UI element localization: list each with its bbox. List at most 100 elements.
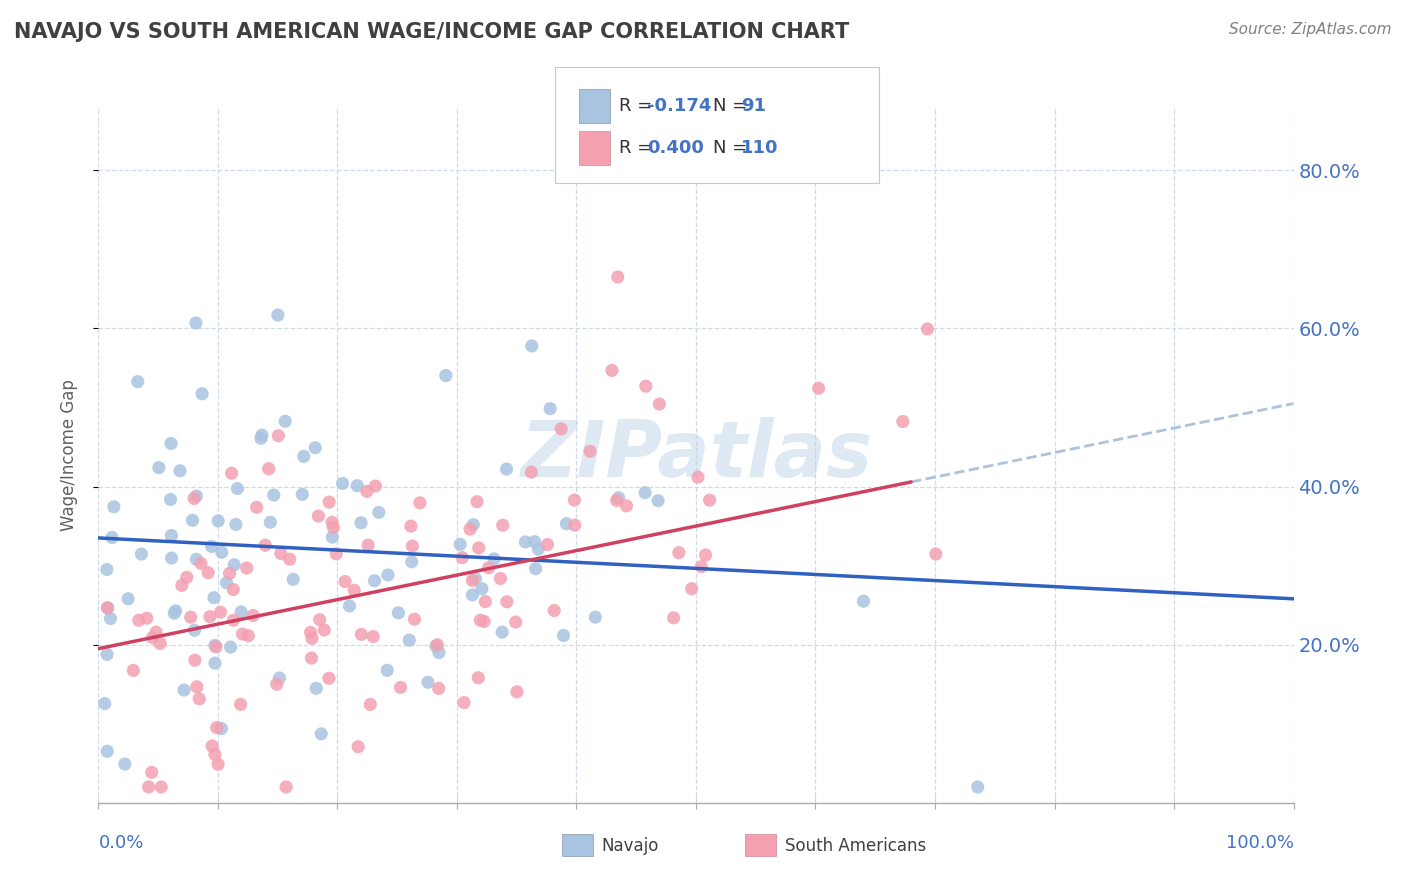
- Point: [523, 534, 546, 549]
- Point: [100, 611, 122, 625]
- Point: [308, 613, 330, 627]
- Point: [184, 653, 207, 667]
- Point: [181, 513, 204, 527]
- Point: [209, 605, 232, 619]
- Point: [668, 545, 690, 559]
- Point: [283, 572, 305, 586]
- Point: [449, 537, 471, 551]
- Point: [496, 595, 519, 609]
- Point: [150, 780, 173, 794]
- Point: [467, 671, 489, 685]
- Point: [186, 489, 208, 503]
- Point: [186, 552, 208, 566]
- Point: [191, 386, 214, 401]
- Point: [807, 381, 830, 395]
- Point: [357, 538, 380, 552]
- Point: [176, 570, 198, 584]
- Point: [648, 397, 671, 411]
- Point: [170, 578, 193, 592]
- Point: [122, 664, 145, 678]
- Point: [426, 638, 449, 652]
- Point: [305, 681, 328, 696]
- Point: [363, 574, 385, 588]
- Point: [96, 648, 118, 662]
- Point: [550, 422, 572, 436]
- Point: [375, 663, 398, 677]
- Point: [321, 530, 343, 544]
- Point: [292, 450, 315, 464]
- Text: 91: 91: [741, 96, 766, 114]
- Point: [527, 542, 550, 557]
- Point: [555, 516, 578, 531]
- Point: [94, 697, 117, 711]
- Point: [186, 680, 208, 694]
- Point: [489, 572, 512, 586]
- Point: [600, 363, 623, 377]
- Point: [681, 582, 703, 596]
- Point: [101, 531, 124, 545]
- Point: [470, 613, 492, 627]
- Point: [309, 727, 332, 741]
- Point: [520, 339, 543, 353]
- Point: [259, 515, 281, 529]
- Point: [543, 604, 565, 618]
- Text: N =: N =: [713, 96, 752, 114]
- Point: [250, 428, 273, 442]
- Point: [538, 401, 561, 416]
- Point: [211, 545, 233, 559]
- Point: [364, 479, 387, 493]
- Point: [278, 552, 301, 566]
- Point: [891, 415, 914, 429]
- Point: [695, 548, 717, 562]
- Point: [201, 540, 224, 554]
- Point: [465, 494, 488, 508]
- Point: [209, 722, 232, 736]
- Point: [238, 629, 260, 643]
- Point: [254, 538, 277, 552]
- Point: [198, 609, 221, 624]
- Point: [387, 606, 409, 620]
- Point: [169, 464, 191, 478]
- Point: [219, 640, 242, 654]
- Point: [350, 516, 373, 530]
- Point: [474, 594, 496, 608]
- Point: [269, 671, 291, 685]
- Point: [267, 308, 290, 322]
- Point: [318, 495, 340, 509]
- Point: [925, 547, 948, 561]
- Point: [291, 487, 314, 501]
- Point: [434, 368, 457, 383]
- Point: [145, 625, 167, 640]
- Point: [458, 522, 481, 536]
- Point: [205, 640, 228, 654]
- Point: [160, 528, 183, 542]
- Point: [229, 698, 252, 712]
- Point: [184, 316, 207, 330]
- Point: [520, 465, 543, 479]
- Point: [246, 500, 269, 515]
- Point: [401, 555, 423, 569]
- Point: [356, 484, 378, 499]
- Point: [197, 566, 219, 580]
- Point: [917, 322, 939, 336]
- Point: [103, 500, 125, 514]
- Text: 0.0%: 0.0%: [98, 834, 143, 852]
- Point: [367, 505, 389, 519]
- Point: [204, 656, 226, 670]
- Point: [188, 691, 211, 706]
- Point: [401, 539, 423, 553]
- Point: [207, 757, 229, 772]
- Point: [464, 572, 486, 586]
- Point: [321, 516, 343, 530]
- Text: Source: ZipAtlas.com: Source: ZipAtlas.com: [1229, 22, 1392, 37]
- Point: [686, 470, 709, 484]
- Point: [333, 574, 356, 589]
- Point: [553, 628, 575, 642]
- Y-axis label: Wage/Income Gap: Wage/Income Gap: [59, 379, 77, 531]
- Point: [339, 599, 361, 613]
- Point: [852, 594, 875, 608]
- Text: NAVAJO VS SOUTH AMERICAN WAGE/INCOME GAP CORRELATION CHART: NAVAJO VS SOUTH AMERICAN WAGE/INCOME GAP…: [14, 22, 849, 42]
- Point: [409, 496, 432, 510]
- Point: [114, 757, 136, 772]
- Point: [201, 739, 224, 753]
